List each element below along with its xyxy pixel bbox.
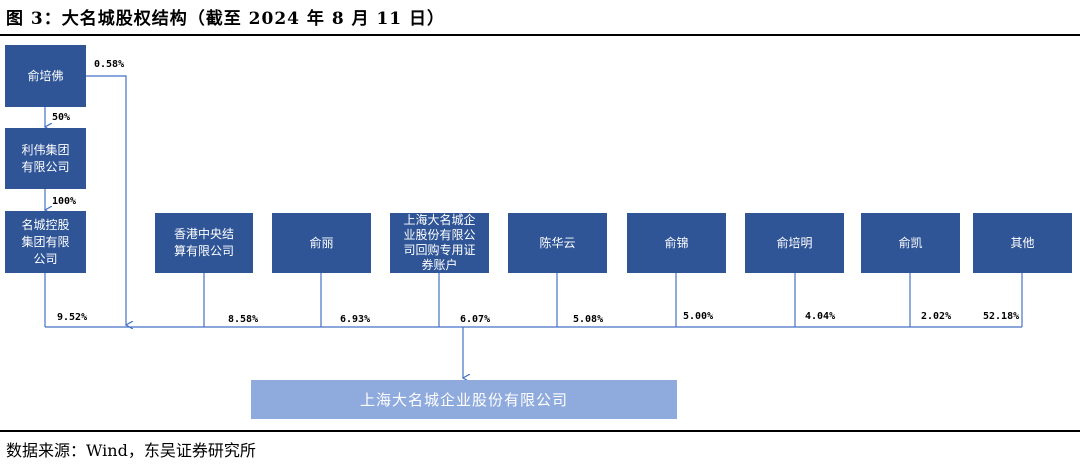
pct-holder-hkscc: 8.58% [228,314,259,325]
box-holder-yuli: 俞丽 [272,213,371,273]
pct-holder-yukai: 2.02% [921,311,952,322]
pct-holder-yuli: 6.93% [340,314,371,325]
box-company: 上海大名城企业股份有限公司 [251,380,677,419]
figure-title: 图 3：大名城股权结构（截至 2024 年 8 月 11 日） [6,9,446,29]
top-rule [0,34,1080,36]
pct-holder-others: 52.18% [983,311,1020,322]
pct-to-mingcheng: 100% [52,196,77,207]
box-liwei: 利伟集团有限公司 [5,128,86,189]
line-yupeifo-direct [86,75,126,325]
pct-mingcheng: 9.52% [57,312,88,323]
pct-holder-chenhuayun: 5.08% [573,314,604,325]
box-holder-yupeiming: 俞培明 [745,213,844,273]
pct-yu-peifo-direct: 0.58% [94,59,125,70]
box-holder-chenhuayun: 陈华云 [508,213,607,273]
pct-holder-yupeiming: 4.04% [805,311,836,322]
source-note: 数据来源：Wind，东吴证券研究所 [6,441,256,460]
bottom-rule [0,430,1080,432]
box-holder-yukai: 俞凯 [861,213,960,273]
pct-to-liwei: 50% [52,112,71,123]
pct-holder-yujin: 5.00% [683,311,714,322]
box-yu-peifo: 俞培佛 [5,45,86,107]
box-holder-hkscc: 香港中央结算有限公司 [155,213,253,273]
box-mingcheng: 名城控股集团有限公司 [5,211,86,273]
box-holder-buyback: 上海大名城企业股份有限公司回购专用证券账户 [390,213,489,273]
box-holder-yujin: 俞锦 [627,213,726,273]
box-holder-others: 其他 [973,213,1072,273]
pct-holder-buyback: 6.07% [460,314,491,325]
